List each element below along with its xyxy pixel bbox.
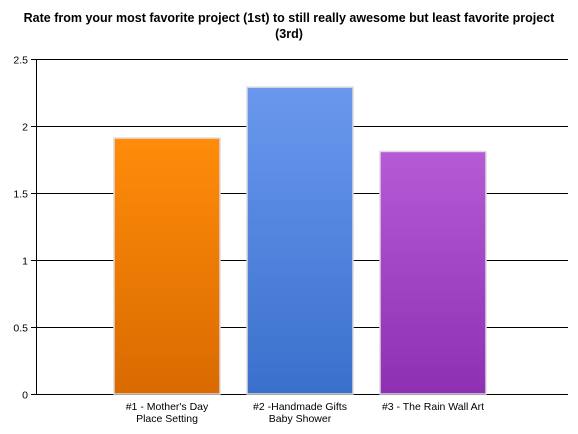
y-tick-label: 1.5: [13, 189, 28, 201]
x-category-label: Place Setting: [136, 413, 198, 425]
chart-title-line-2: (3rd): [275, 27, 303, 41]
y-tick-label: 2.5: [13, 55, 28, 67]
x-category-label: #3 - The Rain Wall Art: [382, 401, 484, 413]
y-tick-label: 0: [22, 390, 28, 402]
x-category-label: #1 - Mother's Day: [126, 401, 209, 413]
axes: [31, 59, 37, 395]
y-tick-label: 2: [22, 122, 28, 134]
x-category-label: Baby Shower: [269, 413, 332, 425]
bar-2: [246, 86, 354, 395]
bar-3: [379, 150, 487, 395]
bars: [113, 86, 487, 395]
y-tick-label: 0.5: [13, 323, 28, 335]
y-tick-label: 1: [22, 256, 28, 268]
bar-1: [113, 137, 221, 395]
x-category-label: #2 -Handmade Gifts: [253, 401, 347, 413]
chart-title: Rate from your most favorite project (1s…: [0, 10, 578, 42]
chart-title-line-1: Rate from your most favorite project (1s…: [23, 11, 555, 25]
